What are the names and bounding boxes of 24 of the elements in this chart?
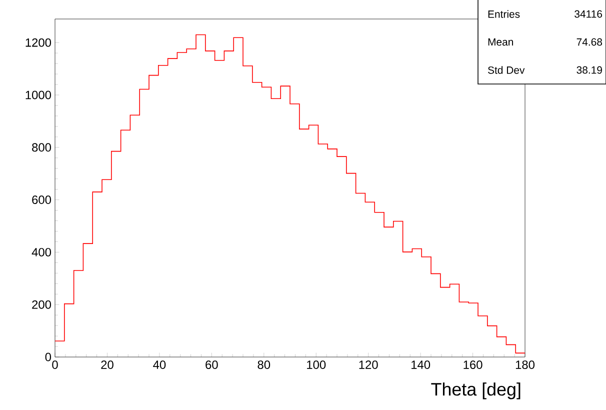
x-tick-label: 160	[464, 360, 482, 369]
y-tick-label: 1200	[26, 38, 52, 47]
text: 74.68	[576, 38, 602, 46]
text: 38.19	[576, 66, 602, 74]
text: 34116	[574, 10, 602, 18]
x-tick-label: 120	[359, 360, 378, 369]
y-tick-label: 800	[32, 143, 52, 152]
y-tick-label: 200	[32, 300, 52, 309]
x-tick-label: 80	[258, 360, 270, 369]
x-tick-label: 100	[307, 360, 326, 369]
y-tick-label: 400	[32, 248, 52, 256]
x-axis-title: Theta [deg]	[431, 382, 520, 400]
y-tick-label: 0	[45, 352, 52, 362]
annotation: Std Dev	[488, 66, 525, 74]
x-tick-label: 20	[101, 360, 114, 369]
x-tick-label: 40	[153, 360, 166, 369]
x-tick-label: 180	[516, 360, 535, 369]
text: Entries	[488, 10, 520, 18]
x-tick-label: 60	[206, 360, 218, 369]
y-tick-label: 600	[32, 196, 52, 204]
annotation: Mean	[488, 38, 514, 46]
x-tick-label: 0	[52, 360, 58, 369]
y-tick-label: 1000	[26, 90, 52, 100]
x-tick-label: 140	[411, 360, 430, 369]
